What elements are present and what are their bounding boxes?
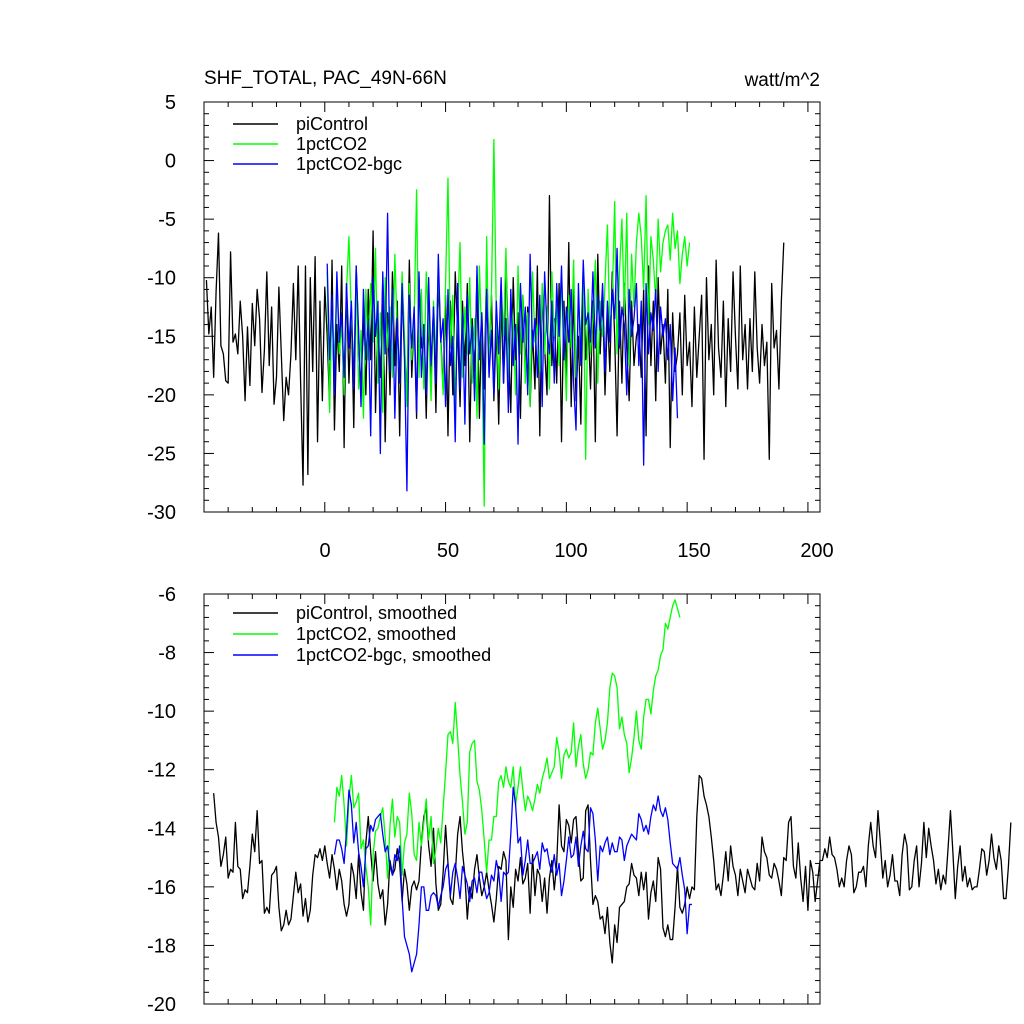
bottom-y-tick-label: -8 xyxy=(158,643,176,665)
legend-label-picontrol: piControl xyxy=(296,114,368,134)
bottom-y-tick-label: -6 xyxy=(158,584,176,606)
series-line-1pctco2 xyxy=(326,138,691,507)
top-series-group xyxy=(205,138,785,507)
top-x-tick-label: 100 xyxy=(554,540,587,562)
bottom-y-tick-label: -16 xyxy=(147,877,176,899)
top-y-tick-label: -30 xyxy=(147,502,176,524)
top-y-tick-label: 0 xyxy=(165,151,176,173)
top-ticks xyxy=(204,101,820,513)
bottom-legend: piControl, smoothed 1pctCO2, smoothed 1p… xyxy=(233,603,491,665)
top-y-tick-label: -25 xyxy=(147,443,176,465)
top-x-tick-label: 200 xyxy=(800,540,833,562)
top-y-tick-label: 5 xyxy=(165,92,176,114)
top-title: SHF_TOTAL, PAC_49N-66N xyxy=(204,68,447,89)
top-x-tick-label: 0 xyxy=(319,540,330,562)
bottom-plot-frame xyxy=(203,593,821,1005)
top-y-tick-label: -20 xyxy=(147,385,176,407)
series-line-1pctco2-smoothed xyxy=(333,599,681,926)
top-y-tick-labels: 5 0 -5 -10 -15 -20 -25 -30 xyxy=(147,92,176,524)
top-y-tick-label: -10 xyxy=(147,268,176,290)
top-legend: piControl 1pctCO2 1pctCO2-bgc xyxy=(233,114,402,174)
bottom-ticks xyxy=(204,593,820,1005)
top-y-tick-label: -15 xyxy=(147,326,176,348)
legend-label-1pctco2: 1pctCO2 xyxy=(296,134,367,154)
bottom-y-tick-labels: -6 -8 -10 -12 -14 -16 -18 -20 xyxy=(147,584,176,1016)
top-x-tick-label: 150 xyxy=(677,540,710,562)
series-line-picontrol-smoothed xyxy=(213,774,1012,964)
legend-label-1pctco2-bgc: 1pctCO2-bgc xyxy=(296,154,402,174)
top-y-tick-label: -5 xyxy=(158,209,176,231)
bottom-y-tick-label: -12 xyxy=(147,760,176,782)
top-x-tick-labels: 0 50 100 150 200 xyxy=(319,540,833,562)
bottom-y-tick-label: -14 xyxy=(147,818,176,840)
top-x-tick-label: 50 xyxy=(437,540,459,562)
top-plot-frame xyxy=(203,101,821,513)
top-units: watt/m^2 xyxy=(744,70,820,91)
series-line-1pctco2-bgc-smoothed xyxy=(333,786,692,973)
series-line-1pctco2-bgc xyxy=(326,212,679,492)
bottom-y-tick-label: -20 xyxy=(147,994,176,1016)
bottom-series-group xyxy=(213,599,1012,973)
legend-label-1pctco2-bgc-smoothed: 1pctCO2-bgc, smoothed xyxy=(296,645,491,665)
bottom-y-tick-label: -10 xyxy=(147,701,176,723)
legend-label-picontrol-smoothed: piControl, smoothed xyxy=(296,603,457,623)
legend-label-1pctco2-smoothed: 1pctCO2, smoothed xyxy=(296,624,456,644)
panel-bottom: -6 -8 -10 -12 -14 -16 -18 -20 piControl,… xyxy=(147,584,1012,1016)
bottom-y-tick-label: -18 xyxy=(147,935,176,957)
panel-top: SHF_TOTAL, PAC_49N-66N watt/m^2 5 0 -5 -… xyxy=(147,68,834,562)
